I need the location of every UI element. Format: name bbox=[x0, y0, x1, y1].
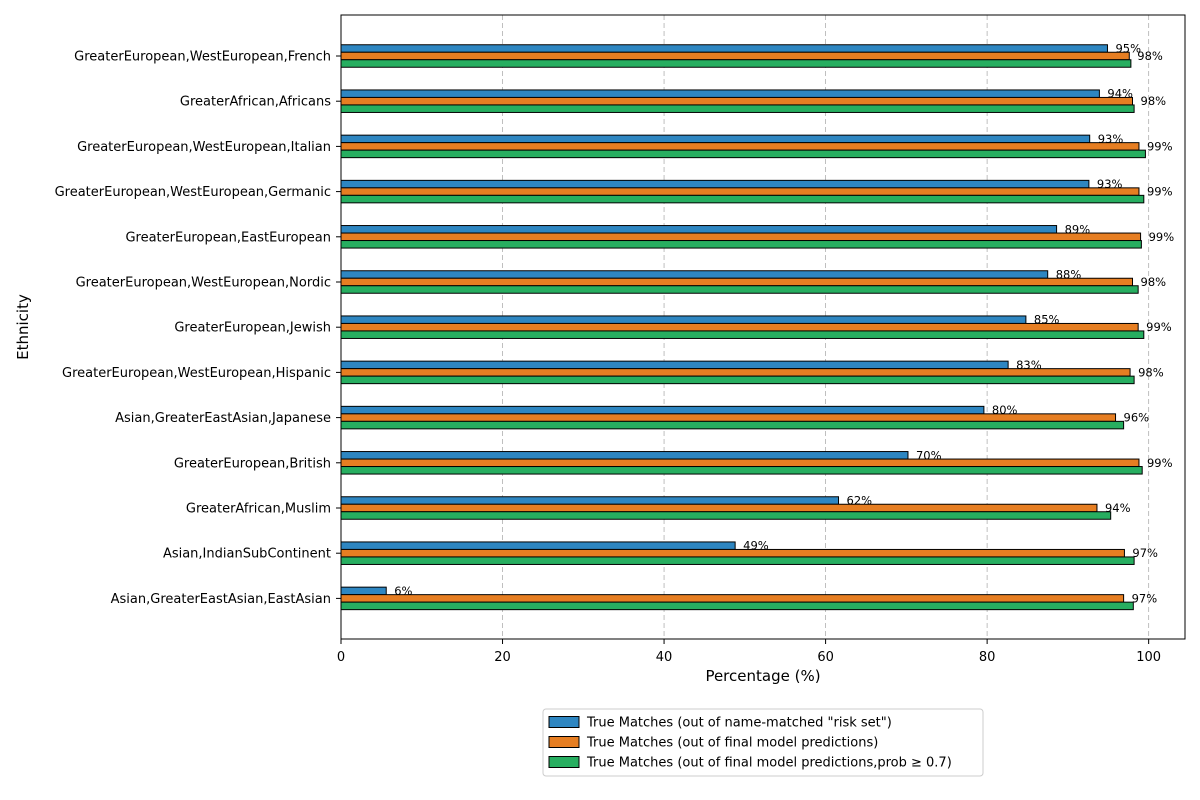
bar-series-1 bbox=[340, 360, 1009, 370]
y-tick-label: GreaterEuropean,WestEuropean,Nordic bbox=[76, 276, 331, 291]
y-tick-label: GreaterEuropean,WestEuropean,French bbox=[74, 50, 331, 65]
x-tick-label: 60 bbox=[817, 650, 834, 665]
bar-series-1 bbox=[340, 44, 1108, 53]
bar-series-1 bbox=[340, 134, 1091, 144]
x-tick-label: 100 bbox=[1136, 650, 1161, 665]
data-label: 98% bbox=[1137, 49, 1163, 63]
legend-swatch-2 bbox=[548, 736, 580, 748]
x-tick-label: 40 bbox=[656, 650, 673, 665]
bar-series-3 bbox=[340, 330, 1145, 339]
bar-series-2 bbox=[340, 594, 1125, 603]
y-tick-label: GreaterAfrican,Africans bbox=[180, 95, 331, 110]
bar-series-1 bbox=[340, 586, 387, 596]
bar-series-3 bbox=[340, 556, 1135, 565]
axis-layer: 0 20 40 60 80 100 GreaterEuropean,WestEuropean… bbox=[55, 50, 1161, 666]
bar-series-1 bbox=[340, 225, 1058, 234]
data-label: 96% bbox=[1124, 411, 1150, 425]
x-tick-label: 80 bbox=[979, 650, 996, 665]
bar-series-2 bbox=[340, 458, 1140, 468]
bar-series-3 bbox=[340, 104, 1135, 113]
bar-series-2 bbox=[340, 503, 1098, 513]
bar-series-1 bbox=[340, 179, 1090, 189]
y-tick-label: GreaterEuropean,Jewish bbox=[174, 321, 331, 336]
bar-series-2 bbox=[340, 96, 1134, 106]
bar-series-2 bbox=[340, 413, 1117, 422]
legend-swatch-3 bbox=[548, 756, 580, 768]
bar-series-2 bbox=[340, 277, 1134, 287]
y-tick-label: Asian,GreaterEastAsian,Japanese bbox=[115, 411, 331, 426]
x-tick-label: 20 bbox=[494, 650, 511, 665]
bar-series-3 bbox=[340, 375, 1135, 385]
bar-series-3 bbox=[340, 420, 1125, 430]
legend-swatch-1 bbox=[548, 716, 580, 728]
data-label: 98% bbox=[1141, 275, 1167, 289]
bar-series-1 bbox=[340, 541, 736, 550]
bar-series-3 bbox=[340, 59, 1132, 68]
y-tick-label: GreaterEuropean,WestEuropean,Germanic bbox=[55, 185, 331, 200]
bars-layer: 95%98%94%98%93%99%93%99%89%99%88%98%85%9… bbox=[340, 42, 1175, 611]
x-axis-title: Percentage (%) bbox=[705, 667, 820, 685]
y-tick-label: GreaterEuropean,WestEuropean,Hispanic bbox=[62, 366, 331, 381]
bar-series-1 bbox=[340, 496, 840, 505]
y-tick-label: GreaterEuropean,British bbox=[174, 456, 331, 471]
bar-series-3 bbox=[340, 149, 1146, 159]
bar-series-3 bbox=[340, 194, 1145, 204]
bar-series-1 bbox=[340, 451, 909, 460]
legend-frame bbox=[542, 708, 984, 777]
data-label: 99% bbox=[1147, 139, 1173, 153]
y-tick-label: GreaterEuropean,WestEuropean,Italian bbox=[77, 140, 331, 155]
bar-series-1 bbox=[340, 405, 985, 415]
bar-series-2 bbox=[340, 232, 1142, 242]
data-label: 99% bbox=[1149, 230, 1175, 244]
bar-series-2 bbox=[340, 187, 1140, 196]
y-tick-label: Asian,GreaterEastAsian,EastAsian bbox=[111, 592, 331, 607]
data-label: 99% bbox=[1147, 185, 1173, 199]
bar-series-1 bbox=[340, 315, 1027, 324]
bar-series-2 bbox=[340, 548, 1125, 558]
bar-series-2 bbox=[340, 51, 1130, 61]
y-tick-label: GreaterEuropean,EastEuropean bbox=[125, 230, 331, 245]
bar-series-1 bbox=[340, 89, 1100, 98]
data-label: 99% bbox=[1147, 456, 1173, 470]
legend-label: True Matches (out of final model predict… bbox=[586, 736, 878, 751]
data-label: 97% bbox=[1132, 591, 1158, 605]
data-label: 98% bbox=[1138, 365, 1164, 379]
bar-series-1 bbox=[340, 270, 1049, 279]
x-tick-label: 0 bbox=[337, 650, 345, 665]
bar-series-3 bbox=[340, 511, 1112, 520]
legend-label: True Matches (out of name-matched "risk … bbox=[586, 716, 892, 731]
bar-series-3 bbox=[340, 466, 1143, 475]
data-label: 98% bbox=[1141, 94, 1167, 108]
legend-label: True Matches (out of final model predict… bbox=[586, 756, 952, 771]
y-tick-label: GreaterAfrican,Muslim bbox=[186, 502, 331, 517]
bar-series-3 bbox=[340, 240, 1142, 249]
bar-series-2 bbox=[340, 142, 1140, 151]
legend: True Matches (out of name-matched "risk … bbox=[542, 708, 984, 777]
data-label: 94% bbox=[1105, 501, 1131, 515]
data-label: 99% bbox=[1146, 320, 1172, 334]
bar-series-3 bbox=[340, 601, 1134, 611]
bar-series-2 bbox=[340, 368, 1131, 377]
bar-series-2 bbox=[340, 322, 1139, 332]
bar-series-3 bbox=[340, 285, 1139, 294]
data-label: 97% bbox=[1132, 546, 1158, 560]
y-tick-label: Asian,IndianSubContinent bbox=[163, 547, 331, 562]
y-axis-title: Ethnicity bbox=[14, 294, 32, 360]
